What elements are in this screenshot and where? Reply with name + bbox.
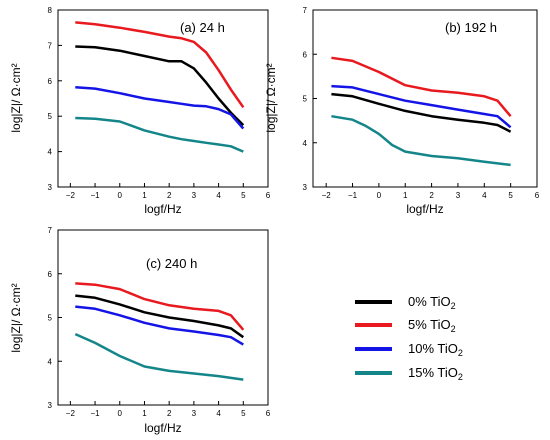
series-line-0 <box>75 294 245 339</box>
y-tick-label: 5 <box>48 112 53 121</box>
x-tick-label: 5 <box>241 409 246 418</box>
x-axis-label: logf/Hz <box>406 202 443 216</box>
x-tick-label: −2 <box>66 191 76 200</box>
x-tick-label: 1 <box>403 191 408 200</box>
x-tick-label: 1 <box>142 409 147 418</box>
x-tick-label: 3 <box>456 191 461 200</box>
x-tick-label: 5 <box>241 191 246 200</box>
x-tick-label: 3 <box>192 191 197 200</box>
x-tick-label: 4 <box>216 409 221 418</box>
y-tick-label: 4 <box>303 139 308 148</box>
plot-frame <box>57 9 269 188</box>
panel-label: (c) 240 h <box>146 256 197 271</box>
panel-24h: −2 −1 0 1 2 3 4 5 6 3 4 5 6 7 8 logf/Hz log|Z|/ Ω·cm² (a)… <box>9 6 271 216</box>
y-tick-label: 4 <box>48 357 53 366</box>
series-line-0 <box>75 45 245 126</box>
y-tick-label: 3 <box>48 401 53 410</box>
x-tick-label: 6 <box>266 409 271 418</box>
x-tick-label: −2 <box>322 191 332 200</box>
legend: 0% TiO2 5% TiO2 10% TiO2 15% TiO2 <box>355 294 463 382</box>
x-tick-label: 0 <box>118 191 123 200</box>
x-axis-label: logf/Hz <box>144 202 181 216</box>
plot-frame <box>312 9 538 188</box>
legend-label: 5% TiO2 <box>408 317 456 334</box>
x-tick-label: 5 <box>508 191 513 200</box>
series-line-1 <box>75 282 245 331</box>
x-tick-label: 2 <box>167 191 172 200</box>
x-tick-label: 1 <box>142 191 147 200</box>
panel-label: (a) 24 h <box>180 20 225 35</box>
y-axis-label: log|Z|/ Ω·cm² <box>264 63 278 132</box>
series-line-1 <box>331 56 512 118</box>
x-tick-label: 4 <box>216 191 221 200</box>
series-line-2 <box>75 85 245 130</box>
x-tick-label: 6 <box>535 191 540 200</box>
legend-label: 15% TiO2 <box>408 365 463 382</box>
legend-entry-1: 5% TiO2 <box>355 317 456 334</box>
panel-label: (b) 192 h <box>445 20 497 35</box>
x-tick-label: 3 <box>192 409 197 418</box>
y-tick-label: 7 <box>48 41 53 50</box>
legend-label: 0% TiO2 <box>408 294 456 311</box>
legend-entry-2: 10% TiO2 <box>355 341 463 358</box>
y-axis-label: log|Z|/ Ω·cm² <box>9 63 23 132</box>
legend-entry-3: 15% TiO2 <box>355 365 463 382</box>
legend-label: 10% TiO2 <box>408 341 463 358</box>
x-tick-label: 4 <box>482 191 487 200</box>
x-tick-label: 2 <box>429 191 434 200</box>
y-tick-label: 7 <box>303 6 308 15</box>
y-tick-label: 7 <box>48 226 53 235</box>
y-tick-label: 6 <box>48 270 53 279</box>
y-tick-label: 8 <box>48 6 53 15</box>
y-tick-label: 5 <box>303 95 308 104</box>
panel-192h: −2 −1 0 1 2 3 4 5 6 3 4 5 6 7 logf/Hz log|Z|/ Ω·cm² (b) … <box>264 6 540 216</box>
panel-240h: −2 −1 0 1 2 3 4 5 6 3 4 5 6 7 logf/Hz log|Z|/ Ω·cm² (c) … <box>9 226 271 435</box>
series-line-2 <box>331 84 512 129</box>
x-tick-label: 0 <box>377 191 382 200</box>
x-axis-label: logf/Hz <box>144 421 181 435</box>
series-line-0 <box>331 92 512 133</box>
x-tick-label: −1 <box>348 191 358 200</box>
legend-entry-0: 0% TiO2 <box>355 294 456 311</box>
series-line-3 <box>74 332 244 381</box>
x-tick-label: 2 <box>167 409 172 418</box>
x-tick-label: −1 <box>90 409 100 418</box>
series-line-3 <box>331 114 511 167</box>
y-tick-label: 4 <box>48 148 53 157</box>
x-tick-label: −1 <box>90 191 100 200</box>
y-tick-label: 6 <box>303 50 308 59</box>
y-tick-label: 3 <box>48 183 53 192</box>
y-tick-label: 6 <box>48 77 53 86</box>
series-line-1 <box>75 21 245 109</box>
x-tick-label: 6 <box>266 191 271 200</box>
y-tick-label: 5 <box>48 314 53 323</box>
y-tick-label: 3 <box>303 183 308 192</box>
x-tick-label: −2 <box>66 409 76 418</box>
y-axis-label: log|Z|/ Ω·cm² <box>9 283 23 352</box>
series-line-3 <box>75 116 244 153</box>
series-line-2 <box>75 305 244 346</box>
x-tick-label: 0 <box>118 409 123 418</box>
